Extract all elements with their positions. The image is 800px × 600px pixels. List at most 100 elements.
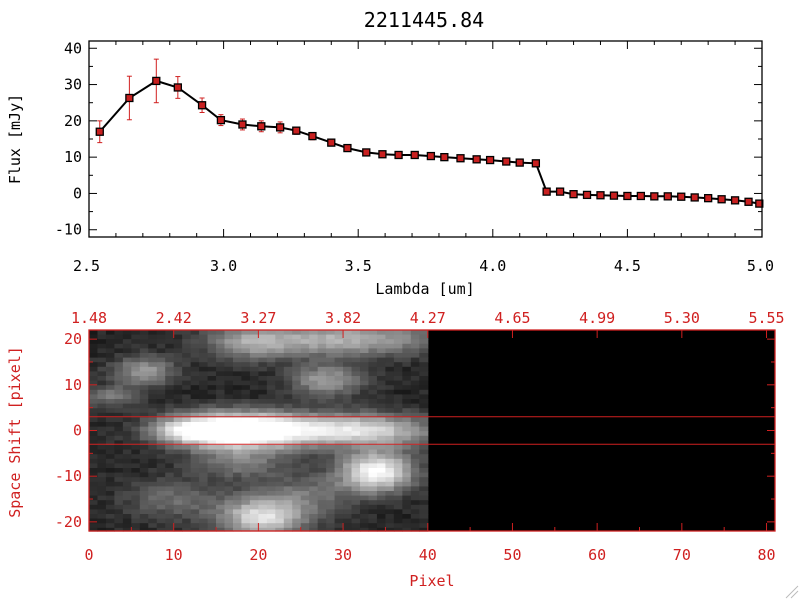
image-pixel — [131, 440, 141, 446]
image-pixel — [258, 385, 268, 391]
image-pixel — [300, 435, 310, 441]
image-pixel — [173, 463, 183, 469]
image-pixel — [275, 468, 285, 474]
top-tick-label: 3.82 — [325, 309, 361, 327]
image-pixel — [283, 426, 293, 432]
image-pixel — [402, 495, 412, 501]
image-pixel — [410, 523, 420, 529]
image-pixel — [258, 472, 268, 478]
image-pixel — [376, 495, 387, 501]
image-pixel — [89, 385, 99, 391]
image-pixel — [419, 431, 429, 437]
image-pixel — [249, 468, 259, 474]
image-pixel — [275, 449, 285, 455]
image-pixel — [241, 366, 251, 372]
image-pixel — [199, 330, 209, 336]
image-pixel — [309, 472, 319, 478]
image-pixel — [419, 403, 429, 409]
image-pixel — [232, 403, 243, 409]
image-pixel — [199, 426, 209, 432]
image-pixel — [419, 468, 429, 474]
image-pixel — [258, 504, 268, 510]
image-pixel — [241, 504, 251, 510]
image-pixel — [139, 435, 149, 441]
image-pixel — [292, 417, 302, 423]
image-pixel — [139, 481, 149, 487]
image-pixel — [105, 481, 116, 487]
image-pixel — [326, 440, 336, 446]
image-pixel — [199, 357, 209, 363]
image-pixel — [376, 477, 387, 483]
image-pixel — [343, 458, 353, 464]
image-pixel — [300, 468, 310, 474]
image-pixel — [393, 481, 403, 487]
image-pixel — [207, 389, 217, 395]
image-pixel — [114, 366, 124, 372]
image-pixel — [283, 422, 293, 428]
image-pixel — [190, 504, 200, 510]
image-pixel — [351, 435, 361, 441]
image-pixel — [173, 477, 183, 483]
image-pixel — [182, 481, 192, 487]
image-pixel — [139, 472, 149, 478]
image-pixel — [300, 486, 310, 492]
image-pixel — [97, 339, 107, 345]
image-pixel — [224, 426, 234, 432]
image-pixel — [368, 371, 378, 377]
image-pixel — [376, 339, 387, 345]
image-pixel — [317, 371, 327, 377]
image-pixel — [199, 412, 209, 418]
image-pixel — [216, 403, 226, 409]
image-pixel — [343, 422, 353, 428]
image-pixel — [199, 458, 209, 464]
image-pixel — [275, 366, 285, 372]
image-pixel — [173, 472, 183, 478]
image-pixel — [148, 353, 158, 359]
image-pixel — [419, 362, 429, 368]
image-pixel — [232, 357, 243, 363]
image-pixel — [165, 362, 175, 368]
image-pixel — [139, 495, 149, 501]
image-pixel — [419, 422, 429, 428]
image-pixel — [190, 366, 200, 372]
image-pixel — [207, 491, 217, 497]
image-pixel — [326, 403, 336, 409]
x-tick-label: 3.5 — [345, 257, 372, 275]
image-pixel — [266, 472, 276, 478]
image-pixel — [165, 389, 175, 395]
image-pixel — [131, 477, 141, 483]
image-pixel — [139, 523, 149, 529]
image-pixel — [334, 343, 344, 349]
image-pixel — [292, 334, 302, 340]
image-pixel — [190, 486, 200, 492]
top-tick-label: 2.42 — [156, 309, 192, 327]
data-point — [152, 76, 161, 86]
image-pixel — [165, 527, 175, 532]
image-pixel — [165, 458, 175, 464]
image-pixel — [165, 468, 175, 474]
image-pixel — [224, 523, 234, 529]
image-pixel — [393, 376, 403, 382]
image-pixel — [368, 417, 378, 423]
y-tick-label: -10 — [55, 221, 82, 239]
image-pixel — [258, 376, 268, 382]
image-pixel — [131, 389, 141, 395]
image-pixel — [232, 523, 243, 529]
image-pixel — [326, 431, 336, 437]
image-pixel — [148, 500, 158, 506]
image-pixel — [343, 431, 353, 437]
image-pixel — [402, 509, 412, 515]
image-pixel — [376, 403, 387, 409]
image-pixel — [207, 435, 217, 441]
image-pixel — [232, 385, 243, 391]
image-pixel — [131, 449, 141, 455]
image-pixel — [249, 422, 259, 428]
image-pixel — [376, 504, 387, 510]
image-pixel — [393, 454, 403, 460]
image-pixel — [241, 481, 251, 487]
resize-grip-icon[interactable] — [785, 585, 799, 599]
image-pixel — [283, 348, 293, 354]
image-pixel — [148, 481, 158, 487]
image-pixel — [207, 527, 217, 532]
image-pixel — [199, 514, 209, 520]
